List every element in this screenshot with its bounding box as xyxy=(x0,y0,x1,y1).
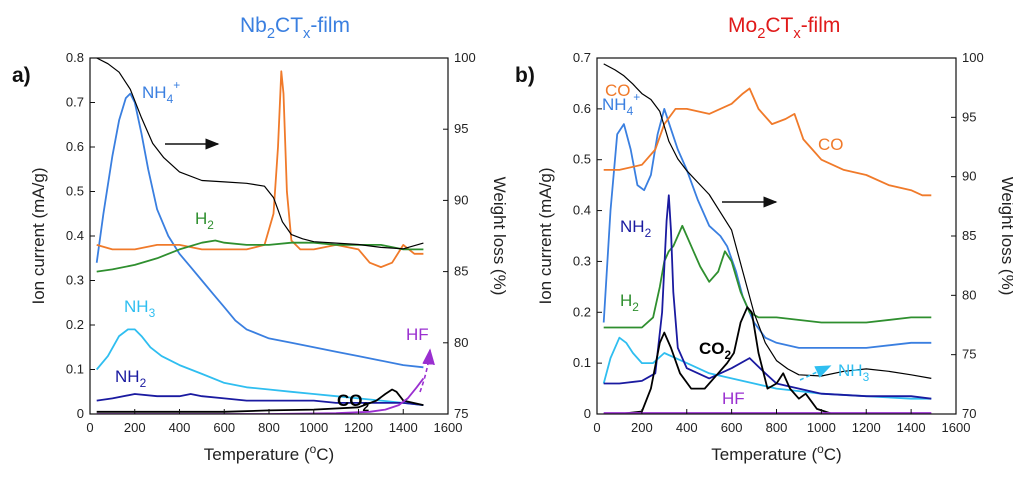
y2-tick-label: 70 xyxy=(962,406,976,421)
y2-tick-label: 95 xyxy=(454,121,468,136)
y2-tick-label: 85 xyxy=(962,228,976,243)
hf-arrow xyxy=(419,348,435,393)
series-label-hf: HF xyxy=(722,389,745,408)
series-line-h2 xyxy=(96,239,424,273)
series-line-co xyxy=(96,70,424,269)
y-tick-label: 0.2 xyxy=(573,304,591,319)
y2-tick-label: 75 xyxy=(454,406,468,421)
y-tick-label: 0.5 xyxy=(573,152,591,167)
panel-label: b) xyxy=(515,64,535,87)
series-label-nh2: NH2 xyxy=(620,217,652,240)
series-line-nh2 xyxy=(96,393,424,406)
y-tick-label: 0.1 xyxy=(66,362,84,377)
y2-tick-label: 100 xyxy=(454,50,476,65)
y-tick-label: 0.6 xyxy=(573,101,591,116)
y2-axis-title: Weight loss (%) xyxy=(998,177,1013,296)
y2-tick-label: 95 xyxy=(962,109,976,124)
series-line-nh4- xyxy=(95,92,424,369)
series-line-nh3 xyxy=(96,328,424,406)
x-tick-label: 400 xyxy=(169,420,191,435)
x-axis-title: Temperature (oC) xyxy=(204,442,334,464)
y2-tick-label: 80 xyxy=(962,287,976,302)
series-label-nh3: NH3 xyxy=(124,297,156,320)
y-axis-title: Ion current (mA/g) xyxy=(536,168,555,305)
series-line-co2 xyxy=(603,306,932,414)
series-label-h2: H2 xyxy=(195,209,214,232)
x-tick-label: 1400 xyxy=(897,420,926,435)
x-tick-label: 400 xyxy=(676,420,698,435)
x-tick-label: 1400 xyxy=(389,420,418,435)
series-line-h2 xyxy=(603,224,932,329)
x-tick-label: 0 xyxy=(86,420,93,435)
x-tick-label: 800 xyxy=(258,420,280,435)
series-line-nh4- xyxy=(602,108,932,349)
series-line-hf xyxy=(96,377,425,414)
x-tick-label: 1600 xyxy=(434,420,463,435)
y-tick-label: 0.3 xyxy=(573,253,591,268)
y2-tick-label: 90 xyxy=(454,192,468,207)
x-tick-label: 600 xyxy=(213,420,235,435)
panel-title: Mo2CTx-film xyxy=(728,14,840,42)
x-tick-label: 1000 xyxy=(299,420,328,435)
series-line-weight-loss xyxy=(96,57,424,250)
series-label-nh4: NH4+ xyxy=(602,90,640,118)
series-lines xyxy=(95,57,425,414)
y2-tick-label: 85 xyxy=(454,264,468,279)
series-label-co2: CO2 xyxy=(699,339,732,362)
y-tick-label: 0.6 xyxy=(66,139,84,154)
x-tick-label: 1000 xyxy=(807,420,836,435)
y-tick-label: 0.3 xyxy=(66,273,84,288)
x-tick-label: 1200 xyxy=(852,420,881,435)
x-tick-label: 200 xyxy=(124,420,146,435)
series-lines xyxy=(602,63,932,414)
x-axis-title: Temperature (oC) xyxy=(711,442,841,464)
series-label-co2: CO2 xyxy=(337,391,370,414)
series-label-co: CO xyxy=(818,135,844,154)
panel-title: Nb2CTx-film xyxy=(240,14,350,42)
x-tick-label: 600 xyxy=(721,420,743,435)
series-label-h2: H2 xyxy=(620,291,639,314)
series-line-nh2 xyxy=(603,194,932,400)
y-tick-label: 0.4 xyxy=(66,228,84,243)
y2-tick-label: 100 xyxy=(962,50,984,65)
series-line-co xyxy=(603,87,932,197)
y-tick-label: 0.1 xyxy=(573,355,591,370)
y2-tick-label: 75 xyxy=(962,347,976,362)
series-label-nh4: NH4+ xyxy=(142,78,180,106)
y2-axis-title: Weight loss (%) xyxy=(490,177,509,296)
series-label-hf: HF xyxy=(406,325,429,344)
series-line-weight-loss xyxy=(603,63,932,379)
y-tick-label: 0.7 xyxy=(573,50,591,65)
plot-frame xyxy=(89,57,449,415)
y2-tick-label: 80 xyxy=(454,335,468,350)
x-tick-label: 200 xyxy=(631,420,653,435)
x-tick-label: 800 xyxy=(766,420,788,435)
nh3-arrow xyxy=(799,365,832,381)
y-axis-title: Ion current (mA/g) xyxy=(29,168,48,305)
series-label-nh2: NH2 xyxy=(115,367,147,390)
panel-label: a) xyxy=(12,64,31,87)
y2-tick-label: 90 xyxy=(962,169,976,184)
x-tick-label: 1600 xyxy=(942,420,971,435)
y-tick-label: 0.7 xyxy=(66,95,84,110)
series-label-co: CO xyxy=(605,81,631,100)
x-tick-label: 1200 xyxy=(344,420,373,435)
y-tick-label: 0.8 xyxy=(66,50,84,65)
y-tick-label: 0 xyxy=(584,406,591,421)
y-tick-label: 0.5 xyxy=(66,184,84,199)
y-tick-label: 0.2 xyxy=(66,317,84,332)
series-label-nh3: NH3 xyxy=(838,361,870,384)
y-tick-label: 0.4 xyxy=(573,203,591,218)
y-tick-label: 0 xyxy=(77,406,84,421)
x-tick-label: 0 xyxy=(593,420,600,435)
